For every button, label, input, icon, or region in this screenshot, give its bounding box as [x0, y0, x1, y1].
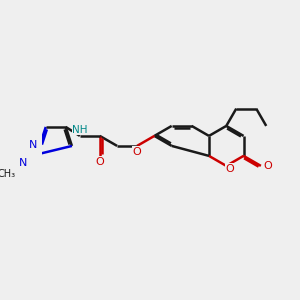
Text: O: O [133, 146, 142, 157]
Text: N: N [29, 140, 38, 150]
Text: O: O [264, 161, 272, 171]
Text: NH: NH [72, 124, 88, 134]
Text: O: O [226, 164, 235, 174]
Text: N: N [19, 158, 28, 168]
Text: O: O [95, 157, 104, 166]
Text: CH₃: CH₃ [0, 169, 15, 179]
